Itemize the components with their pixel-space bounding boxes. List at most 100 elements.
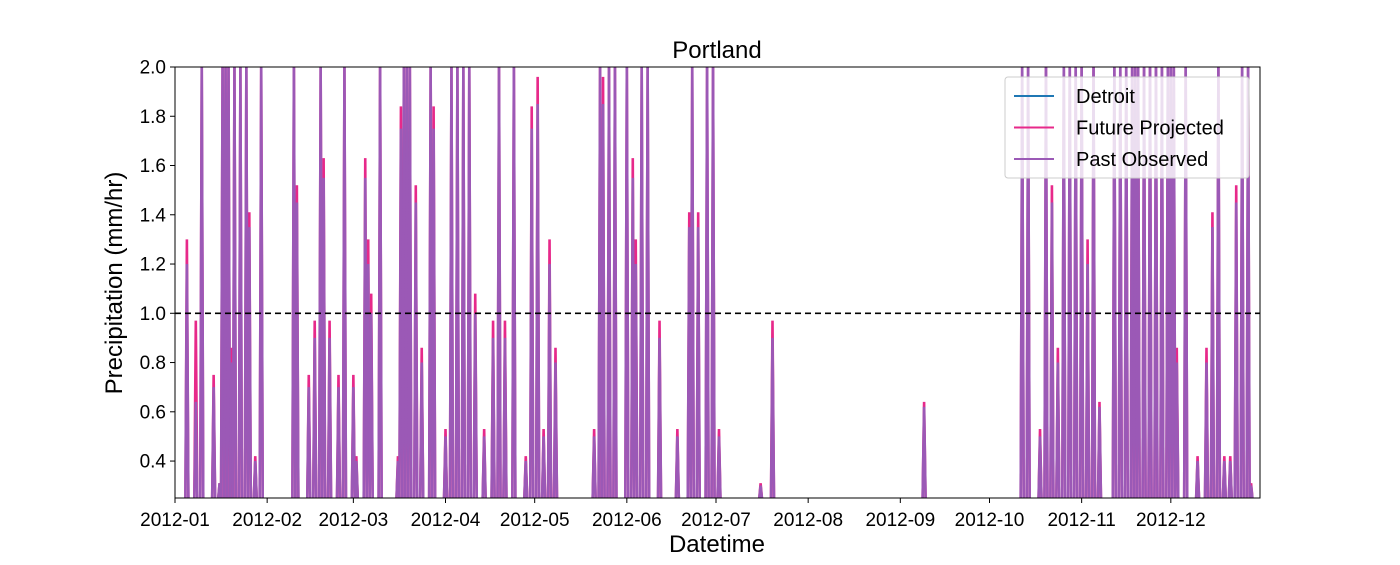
data-spike <box>656 337 663 498</box>
data-spike <box>1025 67 1031 498</box>
data-spike <box>1019 67 1025 498</box>
data-spike <box>1215 67 1222 498</box>
y-tick-label: 0.8 <box>140 353 166 374</box>
data-spike <box>252 461 258 498</box>
data-spike <box>606 67 612 498</box>
data-spike <box>335 387 342 498</box>
data-spike <box>1227 461 1233 498</box>
data-spike <box>1245 67 1251 498</box>
legend-label: Future Projected <box>1076 118 1224 140</box>
y-tick-label: 1.8 <box>140 107 166 128</box>
x-tick-label: 2012-11 <box>1047 510 1115 531</box>
data-spike <box>624 67 630 498</box>
data-spike <box>326 337 333 498</box>
data-spike <box>612 67 618 498</box>
y-tick-label: 1.4 <box>140 205 167 226</box>
x-tick-label: 2012-05 <box>500 510 570 531</box>
data-spike <box>1117 67 1124 498</box>
data-spike <box>546 264 553 498</box>
data-spike <box>1078 67 1085 498</box>
data-spike <box>368 313 374 498</box>
data-spike <box>1203 362 1210 498</box>
x-tick-label: 2012-06 <box>592 510 662 531</box>
data-spike <box>460 67 467 498</box>
legend-label: Detroit <box>1076 86 1135 108</box>
data-spike <box>1239 67 1245 498</box>
data-spike <box>540 436 547 498</box>
data-spike <box>198 67 205 498</box>
x-tick-label: 2012-09 <box>865 510 935 531</box>
data-spike <box>1096 406 1103 498</box>
data-spike <box>600 103 606 498</box>
data-spike <box>193 401 199 498</box>
data-spike <box>320 177 327 498</box>
x-tick-label: 2012-12 <box>1136 510 1206 531</box>
y-tick-label: 1.0 <box>140 304 166 325</box>
data-spike <box>1173 362 1180 498</box>
data-spike <box>448 67 455 498</box>
data-spike <box>1049 202 1055 498</box>
data-spike <box>341 67 348 498</box>
data-spike <box>921 406 927 498</box>
data-spike <box>1090 67 1097 498</box>
data-spike <box>407 67 413 498</box>
legend-box <box>1004 76 1250 179</box>
data-spike <box>1084 264 1091 498</box>
data-spike <box>1072 67 1079 498</box>
data-spike <box>1111 67 1118 498</box>
data-spike <box>1194 461 1201 498</box>
data-spike <box>1055 362 1061 498</box>
data-spike <box>311 337 318 498</box>
data-spike <box>305 387 312 498</box>
plot-area <box>175 67 1260 498</box>
data-spike <box>1123 67 1130 498</box>
data-spike <box>552 362 559 498</box>
y-tick-label: 1.6 <box>140 156 166 177</box>
data-spike <box>1209 227 1216 498</box>
data-spike <box>591 436 597 498</box>
data-spike <box>1159 67 1165 498</box>
data-spike <box>1170 67 1177 498</box>
data-spike <box>638 67 645 498</box>
y-tick-label: 0.6 <box>140 402 166 423</box>
data-spike <box>1043 67 1049 498</box>
data-spike <box>237 67 244 498</box>
data-spike <box>632 264 639 498</box>
data-spike <box>454 67 461 498</box>
data-spike <box>716 436 722 498</box>
data-spike <box>710 67 716 498</box>
data-spike <box>704 67 710 498</box>
data-spike <box>231 67 238 498</box>
x-axis-label: Datetime <box>669 531 765 558</box>
y-axis-label: Precipitation (mm/hr) <box>101 172 128 395</box>
y-tick-label: 0.4 <box>140 452 167 473</box>
y-tick-label: 2.0 <box>140 58 166 79</box>
data-spike <box>258 67 264 498</box>
data-spike <box>1182 67 1189 498</box>
data-spike <box>511 67 517 498</box>
data-spike <box>695 227 701 498</box>
data-spike <box>1037 436 1043 498</box>
data-spike <box>472 313 479 498</box>
data-spike <box>1147 67 1153 498</box>
x-tick-label: 2012-07 <box>681 510 751 531</box>
data-spike <box>294 202 300 498</box>
data-spike <box>1135 67 1141 498</box>
data-spike <box>466 67 473 498</box>
x-tick-label: 2012-04 <box>411 510 481 531</box>
data-spike <box>644 67 651 498</box>
data-spike <box>350 387 357 498</box>
data-spike <box>523 461 529 498</box>
data-spike <box>1066 67 1073 498</box>
data-spike <box>674 436 681 498</box>
data-spike <box>418 362 425 498</box>
data-spike <box>502 337 508 498</box>
data-spike <box>1141 67 1147 498</box>
data-spike <box>246 227 253 498</box>
series-past-observed <box>184 67 1254 498</box>
x-tick-label: 2012-01 <box>140 510 210 531</box>
data-spike <box>490 337 496 498</box>
data-spike <box>377 67 383 498</box>
data-spike <box>534 103 541 498</box>
